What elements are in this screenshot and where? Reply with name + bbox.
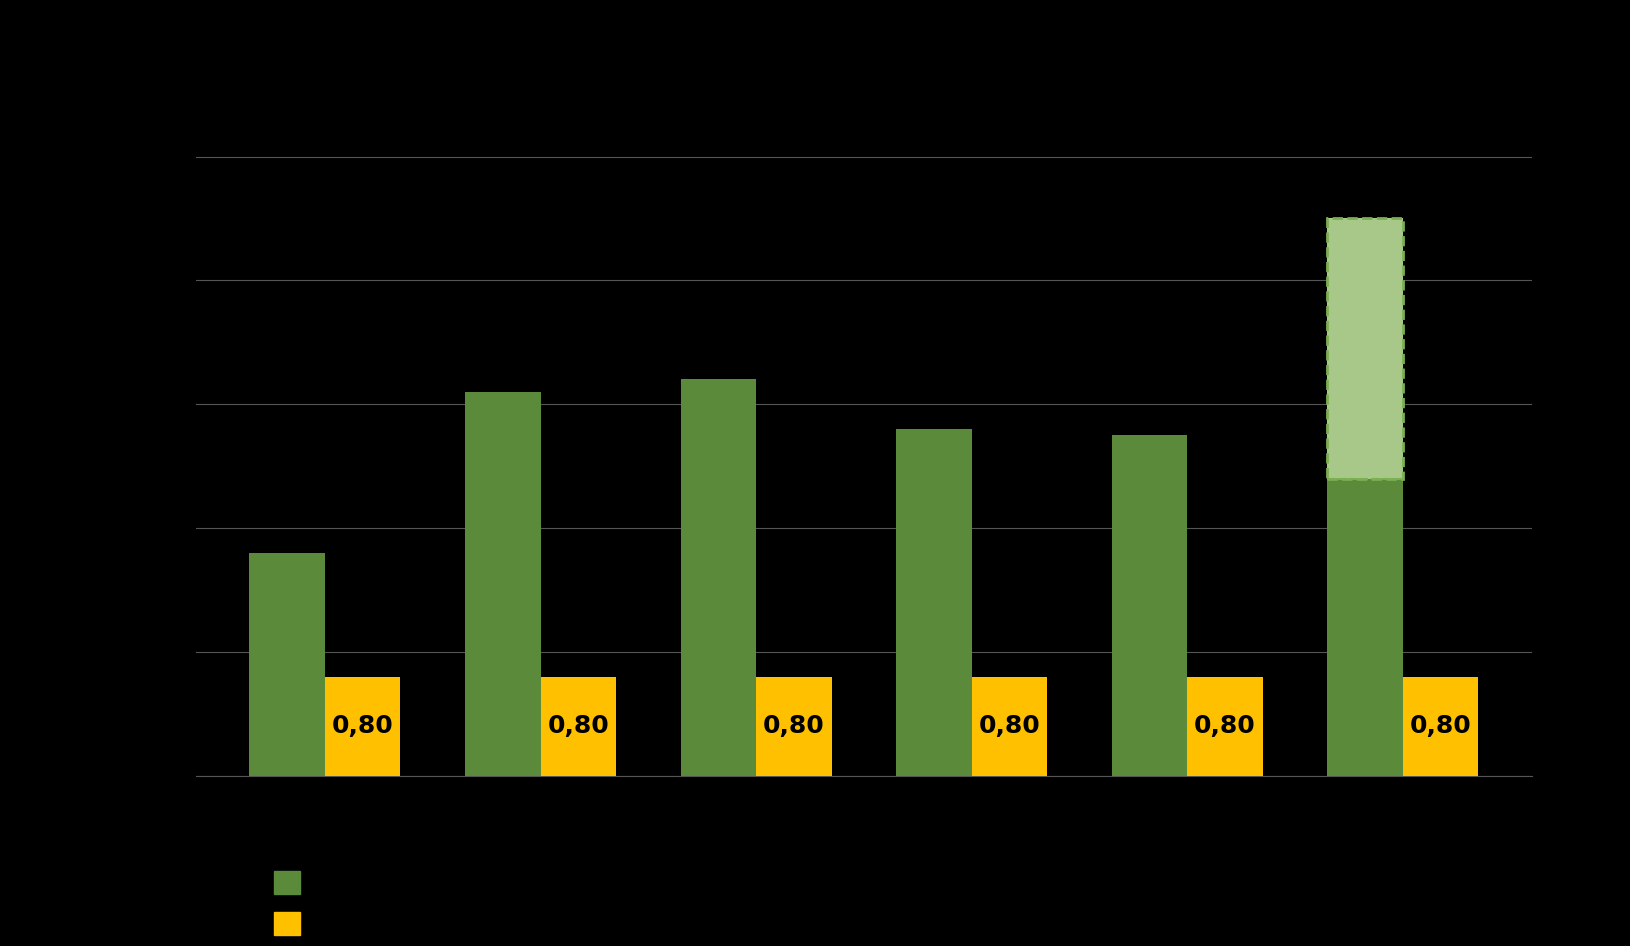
Legend: , : , xyxy=(274,871,318,935)
Bar xyxy=(756,676,831,776)
Text: 0,80: 0,80 xyxy=(548,714,610,738)
Text: 0,80: 0,80 xyxy=(1410,714,1472,738)
Bar xyxy=(971,676,1046,776)
Bar xyxy=(465,392,541,776)
Bar xyxy=(324,676,401,776)
Bar xyxy=(1403,676,1478,776)
Bar xyxy=(1327,479,1403,776)
Bar xyxy=(1327,219,1403,479)
Bar xyxy=(897,429,971,776)
Text: 0,80: 0,80 xyxy=(763,714,825,738)
Text: 0,80: 0,80 xyxy=(333,714,393,738)
Bar xyxy=(1187,676,1263,776)
Bar xyxy=(1112,435,1187,776)
Text: 0,80: 0,80 xyxy=(1195,714,1255,738)
Bar xyxy=(681,379,756,776)
Bar xyxy=(249,552,324,776)
Text: 0,80: 0,80 xyxy=(978,714,1040,738)
Bar xyxy=(541,676,616,776)
Bar xyxy=(1327,219,1403,479)
